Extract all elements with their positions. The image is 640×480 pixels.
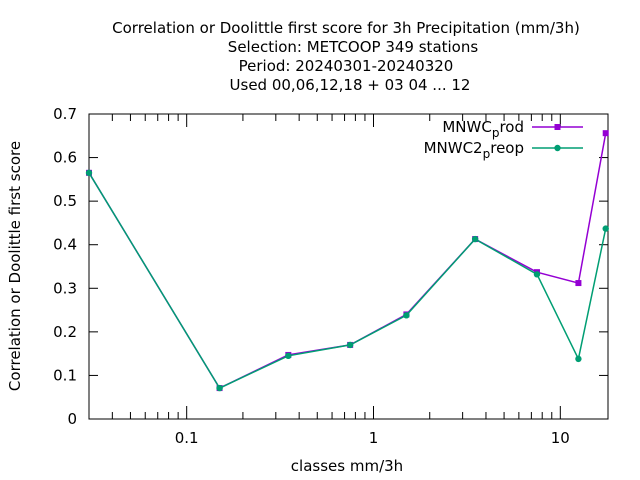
data-point [471, 235, 479, 243]
y-tick-label: 0.6 [53, 149, 77, 167]
data-point [602, 225, 609, 232]
x-tick-label: 0.1 [175, 429, 199, 447]
y-tick-label: 0.4 [53, 236, 77, 254]
x-axis-label: classes mm/3h [291, 457, 403, 475]
series-line [88, 133, 607, 390]
title-line-3: Period: 20240301-20240320 [239, 57, 454, 75]
title-line-1: Correlation or Doolittle first score for… [112, 19, 580, 37]
x-tick-label: 10 [551, 429, 570, 447]
x-axis-ticks: 0.1 1 10 [88, 114, 570, 447]
data-point [533, 271, 541, 278]
legend-label: MNWC2preop [424, 139, 524, 161]
data-point [346, 341, 354, 349]
y-tick-label: 0.2 [53, 323, 77, 341]
data-point [285, 352, 292, 360]
data-point [575, 280, 582, 287]
data-point [216, 384, 223, 392]
x-tick-label: 1 [369, 429, 379, 447]
y-tick-label: 0.7 [53, 105, 77, 123]
data-point [575, 355, 582, 363]
y-tick-label: 0 [67, 410, 77, 428]
series-layer [85, 130, 609, 392]
chart-title: Correlation or Doolittle first score for… [112, 19, 580, 94]
y-tick-label: 0.3 [53, 279, 77, 297]
legend-marker [554, 124, 561, 130]
y-axis-label: Correlation or Doolittle first score [6, 141, 24, 391]
legend-label: MNWCprod [442, 118, 524, 140]
data-point [403, 312, 410, 319]
plot-frame [88, 113, 609, 420]
series-1 [86, 130, 609, 392]
series-2 [85, 169, 609, 392]
series-line [88, 172, 607, 390]
title-line-4: Used 00,06,12,18 + 03 04 ... 12 [230, 76, 471, 94]
y-tick-label: 0.1 [53, 366, 77, 384]
y-axis-ticks: 0 0.1 0.2 0.3 0.4 0.5 0.6 0.7 [53, 105, 608, 428]
title-line-2: Selection: METCOOP 349 stations [228, 38, 479, 56]
data-point [85, 169, 93, 177]
legend-marker [554, 144, 561, 152]
y-tick-label: 0.5 [53, 192, 77, 210]
data-point [602, 130, 609, 137]
